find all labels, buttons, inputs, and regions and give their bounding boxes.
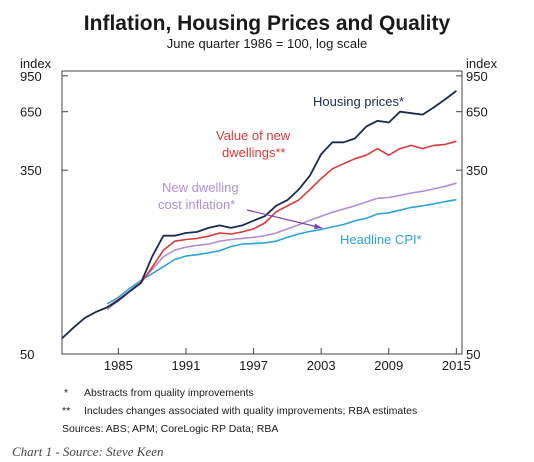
series-line-3 [106, 198, 457, 305]
chart-subtitle: June quarter 1986 = 100, log scale [167, 36, 368, 51]
x-tick-label: 1991 [171, 358, 200, 373]
series-label-value-1: Value of new [216, 128, 291, 143]
series-label-cost-1: New dwelling [162, 180, 239, 195]
series-label-cpi: Headline CPI* [340, 232, 422, 247]
x-tick-label: 1985 [104, 358, 133, 373]
x-tick-label: 2009 [374, 358, 403, 373]
y-tick-label-right: 950 [466, 69, 488, 84]
y-tick-label-right: 650 [466, 105, 488, 120]
y-axis-unit-left: index [20, 56, 52, 71]
y-tick-label-left: 350 [20, 163, 42, 178]
series-lines [61, 90, 457, 340]
y-tick-label-left: 50 [20, 347, 34, 362]
x-tick-label: 1997 [239, 358, 268, 373]
cost-label-pointer [246, 209, 323, 229]
x-tick-label: 2003 [307, 358, 336, 373]
y-tick-label-right: 350 [466, 163, 488, 178]
series-label-housing: Housing prices* [313, 94, 404, 109]
y-tick-label-right: 50 [466, 347, 480, 362]
plot-frame [61, 70, 463, 355]
note-marker-2: ** [62, 405, 70, 417]
series-label-cost-2: cost inflation* [158, 197, 235, 212]
y-axis-unit-right: index [466, 56, 498, 71]
x-tick-label: 2015 [442, 358, 471, 373]
note-text-1: Abstracts from quality improvements [84, 387, 254, 399]
y-tick-label-left: 950 [20, 69, 42, 84]
note-text-2: Includes changes associated with quality… [84, 405, 417, 417]
series-label-value-2: dwellings** [222, 145, 286, 160]
figure-caption: Chart 1 - Source: Steve Keen [12, 444, 164, 459]
series-line-2 [106, 182, 457, 311]
series-line-0 [61, 90, 457, 340]
sources-line: Sources: ABS; APM; CoreLogic RP Data; RB… [62, 423, 278, 435]
y-tick-label-left: 650 [20, 105, 42, 120]
note-marker-1: * [64, 387, 68, 399]
series-line-1 [106, 140, 457, 308]
chart-title: Inflation, Housing Prices and Quality [84, 12, 451, 35]
cost-label-arrowhead [314, 223, 322, 229]
